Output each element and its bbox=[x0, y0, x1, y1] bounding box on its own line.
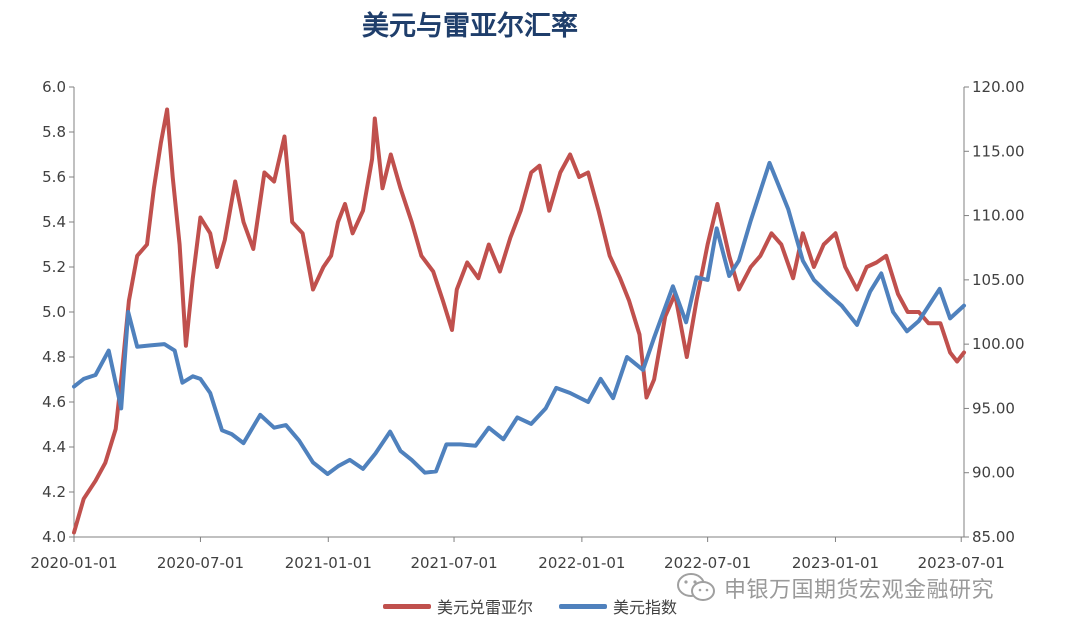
watermark-text: 申银万国期货宏观金融研究 bbox=[724, 578, 995, 603]
x-tick-label: 2020-01-01 bbox=[30, 554, 117, 572]
y-left-tick-label: 5.4 bbox=[42, 213, 66, 231]
y-left-tick-label: 5.6 bbox=[42, 168, 66, 186]
legend-swatch-dxy bbox=[559, 603, 608, 609]
y-left-tick-label: 4.2 bbox=[42, 483, 66, 501]
x-tick-label: 2022-07-01 bbox=[664, 554, 751, 572]
legend-item-dxy: 美元指数 bbox=[559, 594, 677, 618]
y-left-tick-label: 5.0 bbox=[42, 303, 66, 321]
x-tick-label: 2022-01-01 bbox=[538, 554, 625, 572]
x-tick-label: 2021-07-01 bbox=[410, 554, 497, 572]
y-left-tick-label: 6.0 bbox=[42, 78, 66, 96]
y-right-tick-label: 120.00 bbox=[972, 78, 1025, 96]
x-tick-label: 2023-07-01 bbox=[918, 554, 1005, 572]
legend-item-brl: 美元兑雷亚尔 bbox=[383, 594, 533, 618]
watermark: 申银万国期货宏观金融研究 bbox=[676, 568, 994, 608]
chart-legend: 美元兑雷亚尔 美元指数 bbox=[383, 594, 703, 618]
y-right-tick-label: 90.00 bbox=[972, 464, 1015, 482]
wechat-icon bbox=[677, 573, 715, 601]
y-right-tick-label: 115.00 bbox=[972, 142, 1025, 160]
series-line-usd-brl bbox=[72, 107, 966, 535]
x-tick-label: 2023-01-01 bbox=[792, 554, 879, 572]
y-left-tick-label: 4.4 bbox=[42, 438, 66, 456]
legend-swatch-brl bbox=[383, 603, 431, 609]
chart-title: 美元与雷亚尔汇率 bbox=[362, 11, 578, 42]
x-tick-label: 2020-07-01 bbox=[157, 554, 244, 572]
y-left-tick-label: 4.6 bbox=[42, 393, 66, 411]
y-left-tick-label: 4.8 bbox=[42, 348, 66, 366]
y-right-tick-label: 85.00 bbox=[972, 528, 1015, 546]
legend-label-dxy: 美元指数 bbox=[613, 598, 678, 617]
chart-ticks: 4.0 4.2 4.4 4.6 4.8 5.0 5.2 5.4 5.6 5.8 6.0 85.00 90… bbox=[30, 78, 1024, 572]
y-right-tick-label: 105.00 bbox=[972, 271, 1025, 289]
y-left-tick-label: 5.8 bbox=[42, 123, 66, 141]
chart-series bbox=[72, 107, 966, 535]
chart-axes bbox=[69, 86, 969, 542]
y-right-tick-label: 110.00 bbox=[972, 207, 1025, 225]
y-right-tick-label: 100.00 bbox=[972, 335, 1025, 353]
series-line-dollar-index bbox=[72, 160, 966, 476]
y-left-tick-label: 5.2 bbox=[42, 258, 66, 276]
y-left-tick-label: 4.0 bbox=[42, 528, 66, 546]
y-right-tick-label: 95.00 bbox=[972, 399, 1015, 417]
legend-label-brl: 美元兑雷亚尔 bbox=[437, 598, 534, 617]
x-tick-label: 2021-01-01 bbox=[285, 554, 372, 572]
